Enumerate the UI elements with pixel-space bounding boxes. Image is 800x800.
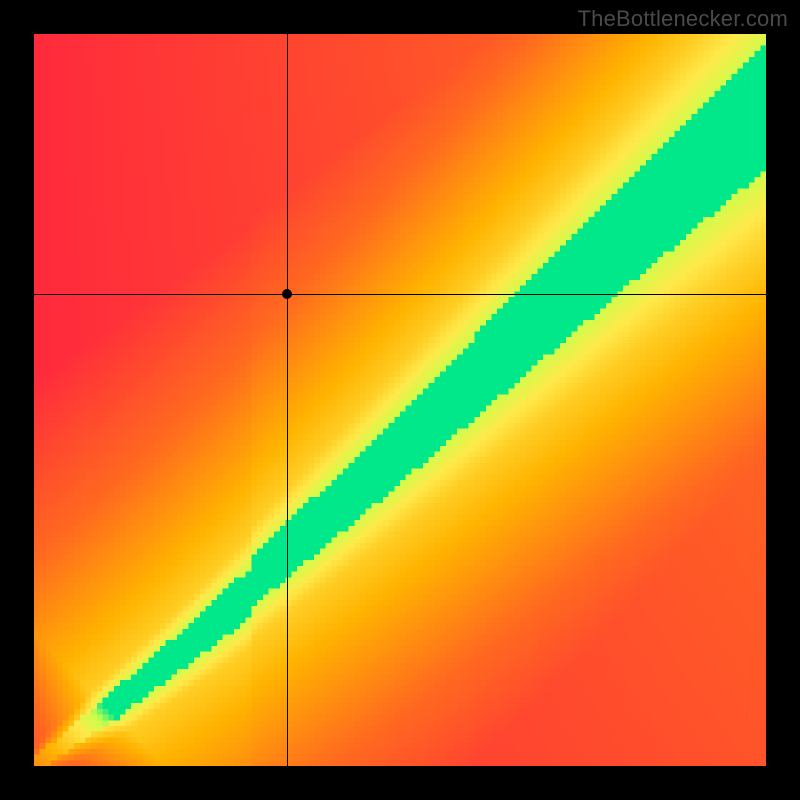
plot-area — [34, 34, 766, 766]
crosshair-horizontal — [34, 294, 766, 295]
crosshair-vertical — [287, 34, 288, 766]
watermark-text: TheBottlenecker.com — [578, 6, 788, 32]
crosshair-point — [282, 289, 292, 299]
figure-stage: TheBottlenecker.com — [0, 0, 800, 800]
heatmap-canvas — [34, 34, 766, 766]
